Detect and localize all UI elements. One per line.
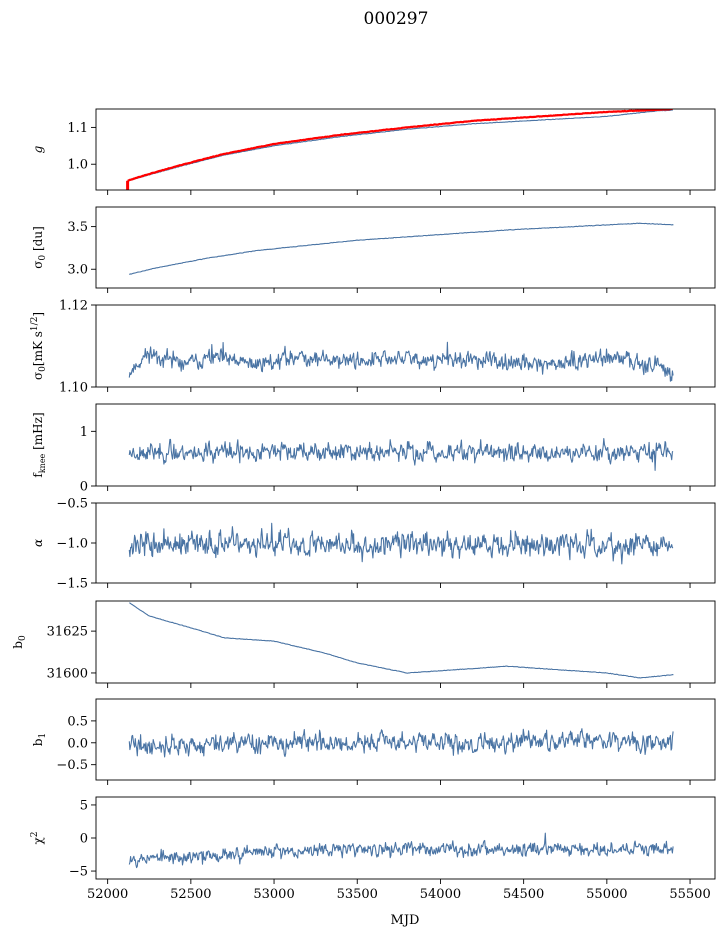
panel-b1: −0.5 0.0 0.5 b1 [31, 698, 716, 785]
y-tick-label-chi2-2: 5 [80, 798, 88, 813]
plot-area-fknee [128, 438, 674, 471]
series-line-alpha-0 [128, 522, 674, 565]
y-axis-label-sigma0-du: σ0 [du] [31, 226, 48, 269]
panel-alpha: −1.5 −1.0 −0.5 α [31, 497, 716, 592]
axes-frame-fknee [95, 403, 716, 487]
plot-area-sigma0-du [129, 222, 674, 275]
plot-area-b0 [129, 602, 674, 679]
y-tick-label-sigma0-du-0: 3.0 [67, 263, 88, 278]
plot-area-sigma0-mks [128, 341, 674, 382]
x-tick-label-1: 52500 [170, 887, 211, 902]
y-axis-label-b0: b0 [11, 635, 28, 649]
plot-area-b1 [128, 728, 674, 758]
plot-area-alpha [128, 522, 674, 565]
y-axis-label-sigma0-mks: σ0[mK s1/2] [30, 312, 48, 380]
axes-frame-g [95, 108, 716, 191]
y-tick-label-b0-1: 31625 [47, 625, 88, 640]
x-tick-label-2: 53000 [253, 887, 294, 902]
axes-frame-sigma0-du [95, 206, 716, 289]
plot-area-g [126, 109, 673, 190]
y-tick-label-sigma0-du-1: 3.5 [67, 220, 88, 235]
panel-fknee: 0 1 fknee [mHz] [31, 403, 716, 495]
y-tick-label-sigma0-mks-0: 1.10 [59, 381, 88, 396]
y-tick-label-g-0: 1.0 [67, 158, 88, 173]
axes-frame-chi2 [95, 796, 716, 880]
panel-chi2: −5 0 5 52000 52500 53000 53500 54000 54500 55000 5… [30, 796, 716, 902]
x-tick-label-6: 55000 [586, 887, 627, 902]
series-line-sigma0-du-0 [129, 222, 674, 275]
x-tick-label-0: 52000 [87, 887, 128, 902]
y-tick-label-sigma0-mks-1: 1.12 [59, 299, 88, 314]
series-line-b1-0 [128, 728, 674, 758]
y-tick-label-fknee-1: 1 [80, 425, 88, 440]
axes-frame-sigma0-mks [95, 304, 716, 388]
y-axis-label-b1: b1 [31, 733, 48, 746]
panel-g: 1.0 1.1 g [31, 108, 716, 195]
x-tick-label-7: 55500 [669, 887, 710, 902]
y-tick-label-alpha-0: −1.5 [56, 577, 88, 592]
y-axis-label-fknee: fknee [mHz] [31, 412, 47, 477]
series-line-fknee-0 [128, 438, 674, 471]
y-axis-label-g: g [31, 145, 45, 153]
y-tick-label-chi2-0: −5 [69, 865, 88, 880]
y-tick-label-b1-1: 0.0 [67, 736, 88, 751]
y-tick-label-chi2-1: 0 [80, 832, 88, 847]
x-tick-label-4: 54000 [420, 887, 461, 902]
y-tick-label-alpha-2: −0.5 [56, 497, 88, 512]
y-axis-label-alpha: α [31, 539, 45, 547]
y-axis-label-chi2: χ2 [30, 831, 45, 844]
series-line-sigma0-mks-0 [128, 341, 674, 382]
panel-sigma0-du: 3.0 3.5 σ0 [du] [31, 206, 716, 293]
y-tick-label-alpha-1: −1.0 [56, 537, 88, 552]
axes-frame-b1 [95, 698, 716, 781]
y-tick-label-b1-2: 0.5 [67, 714, 88, 729]
y-tick-label-b1-0: −0.5 [56, 758, 88, 773]
series-line-chi2-0 [128, 832, 674, 869]
y-tick-label-b0-0: 31600 [47, 666, 88, 681]
y-tick-label-g-1: 1.1 [67, 121, 88, 136]
series-line-g-1 [127, 109, 673, 182]
panels: 1.0 1.1 g 3.0 3.5 σ0 [du] 1.10 1.12 σ0[mK s1/2] 0… [11, 108, 716, 902]
panel-b0: 31600 31625 b0 [11, 600, 716, 688]
series-line-b0-0 [129, 602, 674, 679]
series-line-g-0 [127, 109, 673, 182]
x-axis-label: MJD [391, 913, 420, 928]
axes-frame-b0 [95, 600, 716, 684]
x-tick-label-3: 53500 [337, 887, 378, 902]
y-tick-label-fknee-0: 0 [80, 480, 88, 495]
panel-sigma0-mks: 1.10 1.12 σ0[mK s1/2] [30, 299, 716, 396]
plot-area-chi2 [128, 832, 674, 869]
x-tick-label-5: 54500 [503, 887, 544, 902]
figure-title: 000297 [364, 9, 429, 29]
